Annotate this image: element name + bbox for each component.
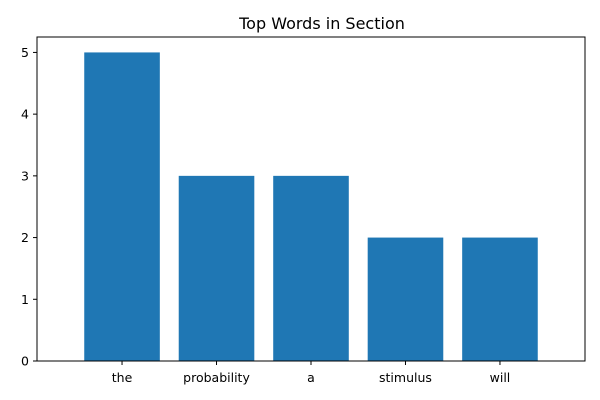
x-tick-label: stimulus	[379, 370, 432, 385]
bar-probability	[178, 175, 255, 361]
x-axis: the probability a stimulus will	[112, 361, 511, 385]
y-tick-label: 1	[21, 292, 29, 307]
x-tick-label: a	[307, 370, 315, 385]
y-axis: 0 1 2 3 4 5	[21, 45, 37, 369]
x-tick-label: the	[112, 370, 133, 385]
bar-will	[462, 237, 538, 361]
y-tick-label: 5	[21, 45, 29, 60]
y-tick-label: 2	[21, 230, 29, 245]
bar-stimulus	[367, 237, 444, 361]
x-tick-label: will	[490, 370, 511, 385]
bars-group	[84, 52, 538, 362]
bar-a	[273, 175, 349, 361]
y-tick-label: 0	[21, 354, 29, 369]
y-tick-label: 4	[21, 107, 29, 122]
y-tick-label: 3	[21, 168, 29, 183]
bar-the	[84, 52, 160, 362]
x-tick-label: probability	[183, 370, 250, 385]
chart-title: Top Words in Section	[238, 14, 405, 33]
plot-frame	[36, 36, 586, 362]
